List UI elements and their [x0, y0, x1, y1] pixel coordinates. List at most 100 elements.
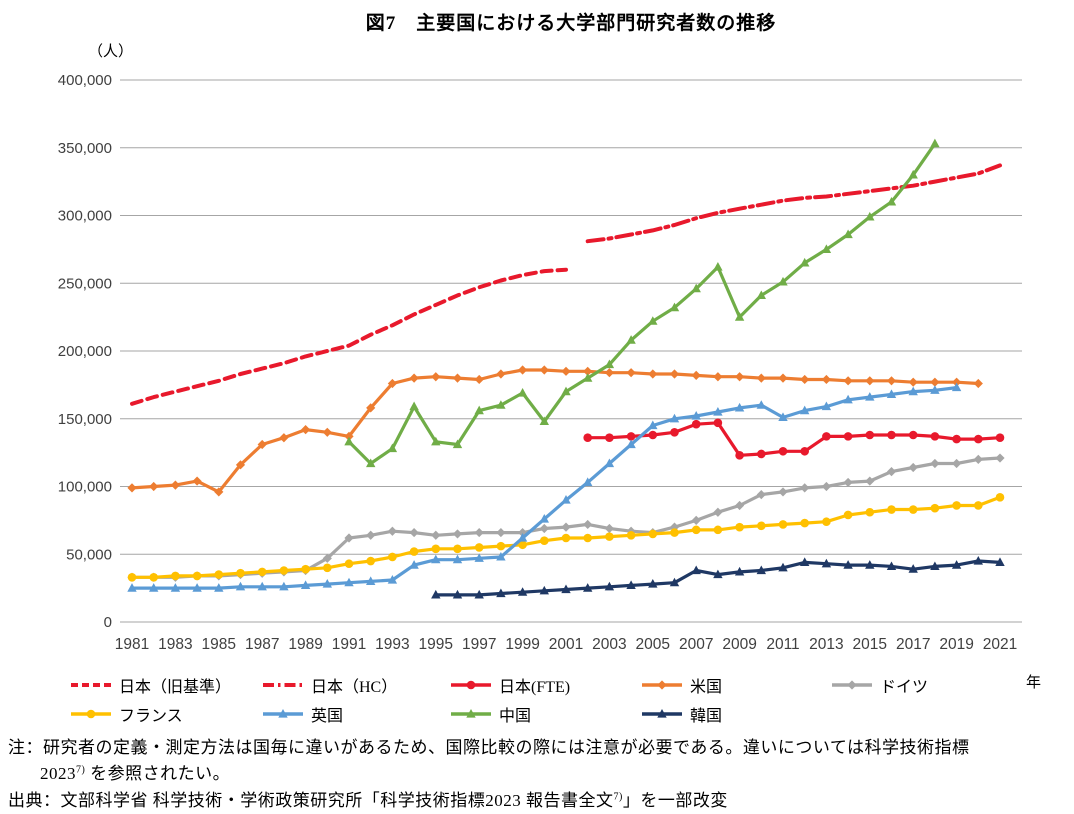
data-point-marker	[735, 451, 744, 460]
y-axis-unit-label: （人）	[88, 44, 134, 60]
data-point-marker	[235, 581, 246, 591]
data-point-marker	[865, 430, 875, 440]
data-point-marker	[735, 522, 744, 532]
legend-label-china: 中国	[499, 708, 532, 725]
data-point-marker	[821, 374, 831, 385]
data-point-marker	[713, 507, 723, 517]
legend-swatch-china	[451, 709, 491, 718]
data-point-marker	[952, 434, 961, 444]
data-point-marker	[886, 466, 897, 477]
data-point-marker	[605, 433, 614, 443]
data-point-marker	[452, 529, 463, 539]
data-point-marker	[735, 372, 745, 382]
data-point-marker	[995, 453, 1005, 463]
data-point-marker	[908, 377, 918, 387]
data-point-marker	[734, 402, 745, 412]
data-point-marker	[691, 525, 701, 535]
data-point-marker	[192, 571, 202, 581]
data-point-marker	[322, 427, 332, 437]
data-point-marker	[604, 359, 615, 369]
data-point-marker	[149, 572, 158, 582]
data-point-marker	[713, 525, 723, 535]
data-point-marker	[648, 579, 658, 588]
data-point-marker	[605, 532, 614, 541]
x-tick-label: 1983	[158, 636, 192, 653]
data-point-marker	[886, 196, 897, 206]
legend-item-germany: ドイツ	[831, 676, 929, 696]
data-point-marker	[466, 709, 476, 718]
data-point-marker	[691, 370, 701, 380]
data-point-marker	[388, 552, 397, 562]
x-tick-label: 2009	[722, 636, 756, 653]
data-point-marker	[821, 481, 831, 492]
data-point-marker	[800, 405, 810, 415]
data-point-marker	[322, 579, 332, 588]
series-japan_fte	[583, 418, 1005, 460]
data-point-marker	[974, 434, 983, 444]
series-usa	[127, 365, 983, 497]
data-point-marker	[800, 557, 810, 566]
data-point-marker	[344, 577, 354, 587]
data-point-marker	[496, 551, 506, 561]
data-point-marker	[387, 443, 398, 453]
data-point-marker	[843, 229, 853, 239]
x-tick-label: 2015	[853, 636, 887, 653]
data-point-marker	[214, 583, 224, 592]
data-point-marker	[778, 520, 788, 529]
x-tick-label: 2013	[809, 636, 843, 653]
data-point-marker	[170, 480, 180, 490]
data-point-marker	[669, 413, 680, 423]
data-point-marker	[496, 369, 506, 379]
legend-swatch-korea	[642, 709, 682, 718]
data-point-marker	[387, 574, 398, 584]
data-point-marker	[822, 517, 831, 527]
legend-item-korea: 韓国	[641, 705, 723, 725]
data-point-marker	[452, 589, 463, 599]
data-point-marker	[431, 436, 441, 446]
data-point-marker	[908, 564, 918, 573]
data-point-marker	[127, 583, 137, 592]
series-korea	[431, 556, 1005, 599]
legend-label-germany: ドイツ	[880, 679, 929, 696]
source-text: 出典：文部科学省 科学技術・学術政策研究所「科学技術指標2023 報告書全文	[8, 791, 614, 810]
data-point-marker	[930, 377, 940, 387]
x-tick-label: 2007	[679, 636, 713, 653]
data-point-marker	[843, 560, 853, 569]
data-point-marker	[583, 583, 593, 592]
legend-label-japan_fte: 日本(FTE)	[499, 679, 571, 696]
data-point-marker	[561, 584, 571, 594]
data-point-marker	[583, 533, 592, 543]
data-point-marker	[865, 476, 875, 486]
data-point-marker	[192, 476, 202, 486]
data-point-marker	[908, 430, 918, 440]
data-point-marker	[474, 589, 484, 599]
data-point-marker	[561, 366, 571, 376]
series-japan_old	[130, 267, 568, 406]
data-point-marker	[257, 581, 267, 591]
data-point-marker	[669, 369, 680, 379]
legend-item-japan_fte: 日本(FTE)	[450, 676, 571, 696]
data-point-marker	[387, 526, 397, 536]
data-point-marker	[366, 458, 376, 468]
data-point-marker	[583, 519, 593, 530]
data-point-marker	[452, 439, 463, 449]
legend-swatch-usa	[642, 680, 682, 690]
data-point-marker	[626, 368, 636, 378]
source-text: 」を一部改変	[622, 791, 728, 810]
data-point-marker	[466, 680, 476, 690]
x-tick-label: 1999	[505, 636, 539, 653]
data-point-marker	[626, 432, 636, 441]
x-tick-label: 2017	[896, 636, 930, 653]
data-point-marker	[409, 373, 419, 383]
legend-swatch-japan_fte	[451, 680, 491, 690]
series-line-usa	[130, 368, 980, 494]
data-point-marker	[583, 477, 593, 487]
data-point-marker	[235, 460, 246, 470]
data-point-marker	[496, 527, 506, 538]
x-tick-label: 1997	[462, 636, 496, 653]
data-point-marker	[843, 510, 853, 520]
data-point-marker	[561, 522, 571, 532]
data-point-marker	[648, 316, 658, 325]
legend-label-korea: 韓国	[690, 708, 723, 725]
data-point-marker	[539, 416, 549, 426]
